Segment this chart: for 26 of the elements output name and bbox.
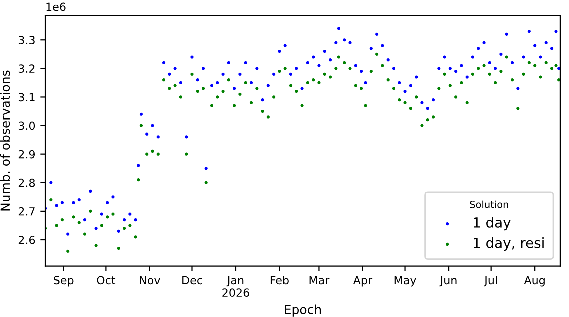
y-tick-label: 3.2: [18, 64, 35, 74]
x-tick-label: Oct: [97, 276, 116, 285]
legend-title: Solution: [470, 200, 508, 208]
y-tick-label: 2.8: [18, 178, 36, 188]
x-tick-label: Jul: [484, 276, 497, 287]
y-tick-label: 2.6: [18, 236, 36, 244]
y-tick-label: 3.0: [18, 122, 36, 130]
x-tick-label: Dec: [182, 276, 202, 285]
x-tick-label: Sep: [54, 276, 74, 287]
x-tick-label: May: [394, 276, 416, 287]
x-tick-label: Feb: [270, 276, 289, 285]
y-tick-label: 2.9: [18, 150, 36, 159]
text: 1e6: [46, 2, 66, 12]
x-tick-label: Nov: [140, 276, 160, 285]
x-tick-label: Jan 2026: [222, 276, 250, 298]
y-tick-label: 3.1: [18, 93, 35, 102]
x-tick-label: Aug: [524, 276, 545, 287]
y-tick-label: 2.7: [18, 207, 35, 216]
x-tick-label: Mar: [310, 276, 330, 285]
legend-label: 1 day: [474, 217, 511, 231]
y-axis-title: Numb. of observations: [0, 70, 10, 211]
x-axis-title: Epoch: [285, 304, 322, 317]
legend-label: 1 day, resi: [474, 238, 544, 251]
x-tick-label: Apr: [353, 276, 373, 287]
x-tick-label: Jun: [440, 276, 457, 287]
y-tick-label: 3.3: [18, 36, 35, 44]
